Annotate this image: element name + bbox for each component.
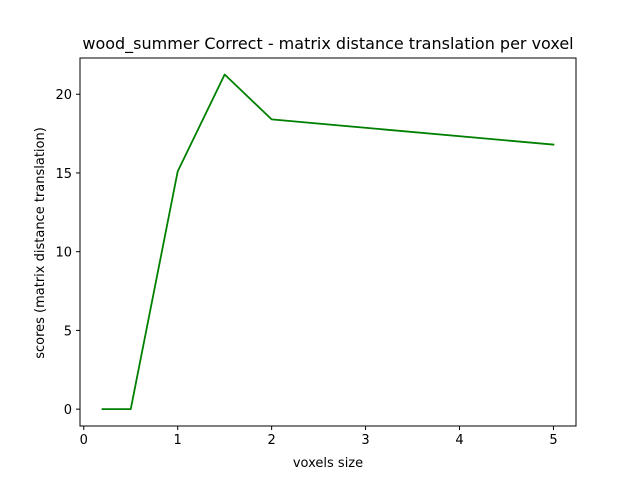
y-tick-label: 10 xyxy=(55,246,72,261)
x-axis-label: voxels size xyxy=(293,456,363,471)
plot-frame xyxy=(79,57,577,427)
x-tick-label: 1 xyxy=(174,433,182,448)
x-tick-label: 2 xyxy=(267,433,275,448)
series-line-wood_summer xyxy=(101,73,555,411)
plot-area xyxy=(101,73,555,411)
y-tick-label: 15 xyxy=(55,167,72,182)
y-axis-label: scores (matrix distance translation) xyxy=(33,127,48,359)
y-tick-label: 5 xyxy=(64,324,72,339)
x-tick-label: 0 xyxy=(80,433,88,448)
chart-title: wood_summer Correct - matrix distance tr… xyxy=(82,34,573,54)
x-tick-label: 5 xyxy=(549,433,557,448)
x-tick-label: 4 xyxy=(455,433,463,448)
y-axis: 0 5 10 15 20 xyxy=(55,88,80,418)
x-tick-label: 3 xyxy=(361,433,369,448)
y-tick-label: 20 xyxy=(55,88,72,103)
y-tick-label: 0 xyxy=(64,403,72,418)
x-axis: 0 1 2 3 4 5 xyxy=(80,426,558,448)
